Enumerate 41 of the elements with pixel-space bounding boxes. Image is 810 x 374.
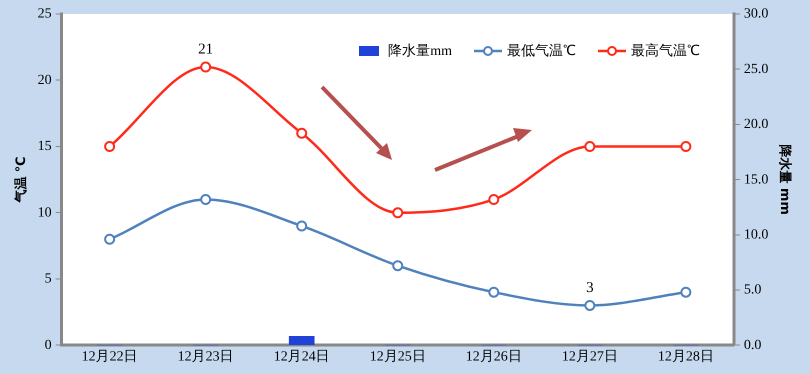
x-tick-label: 12月22日 — [82, 349, 138, 364]
point — [104, 140, 116, 152]
point — [680, 140, 692, 152]
y2-tick-label: 30.0 — [744, 6, 768, 22]
legend-label: 最高气温℃ — [631, 42, 700, 60]
data-label: 21 — [198, 41, 214, 58]
y-tick-label: 25 — [38, 6, 52, 22]
point — [296, 128, 308, 139]
y-tick-label: 5 — [44, 272, 52, 287]
point — [584, 140, 596, 152]
point — [200, 194, 212, 205]
point — [488, 286, 500, 298]
point — [296, 220, 308, 232]
y2-tick-label: 20.0 — [744, 117, 768, 132]
point — [200, 61, 212, 72]
point — [680, 286, 692, 298]
point — [488, 194, 500, 205]
y2-tick-label: 15.0 — [744, 172, 768, 188]
x-tick-label: 12月28日 — [658, 349, 714, 364]
point — [584, 300, 596, 311]
y-axis-title: 气温 ℃ — [14, 156, 30, 204]
y2-tick-label: 0.0 — [744, 338, 762, 353]
y2-tick-label: 10.0 — [744, 227, 768, 242]
x-tick-label: 12月24日 — [274, 349, 330, 364]
y-tick-label: 20 — [38, 72, 52, 88]
x-tick-label: 12月23日 — [178, 349, 234, 364]
y2-tick-label: 25.0 — [744, 62, 768, 77]
legend-label: 降水量mm — [388, 42, 452, 60]
data-label: 3 — [586, 280, 594, 296]
y2-tick-label: 5.0 — [744, 282, 762, 298]
y-tick-label: 10 — [38, 205, 52, 220]
point — [104, 234, 116, 245]
y2-axis-title: 降水量 mm — [776, 144, 792, 215]
point — [392, 207, 404, 218]
point — [392, 260, 404, 272]
legend-label: 最低气温℃ — [507, 42, 576, 60]
x-tick-label: 12月25日 — [370, 349, 426, 364]
x-tick-label: 12月27日 — [562, 349, 618, 364]
y-tick-label: 15 — [38, 139, 52, 154]
y-tick-label: 0 — [44, 338, 52, 353]
x-tick-label: 12月26日 — [466, 349, 522, 364]
